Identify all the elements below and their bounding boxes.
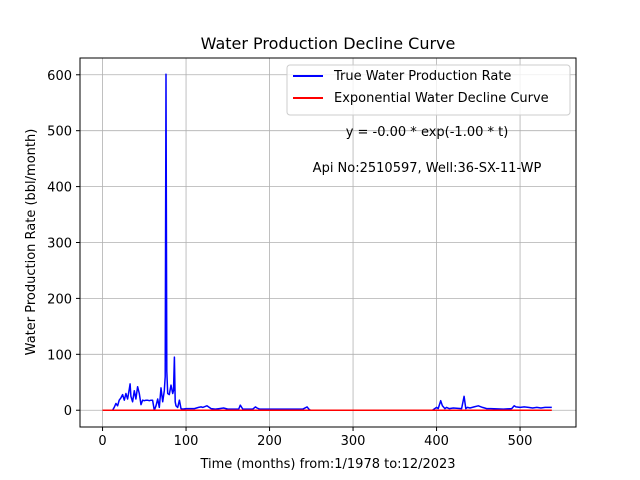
x-tick-label: 0 [98, 434, 106, 449]
equation-annotation: y = -0.00 * exp(-1.00 * t) [346, 125, 509, 140]
y-tick-label: 600 [47, 69, 72, 84]
y-tick-label: 400 [47, 181, 72, 196]
x-axis-label: Time (months) from:1/1978 to:12/2023 [199, 457, 455, 472]
y-tick-label: 200 [47, 292, 72, 307]
x-tick-label: 300 [341, 434, 366, 449]
x-tick-label: 200 [257, 434, 282, 449]
y-tick-label: 100 [47, 348, 72, 363]
x-tick-label: 500 [508, 434, 533, 449]
true-water-production-rate-line [102, 73, 552, 411]
y-tick-label: 500 [47, 125, 72, 140]
legend: True Water Production Rate Exponential W… [286, 64, 571, 116]
y-tick-label: 0 [64, 404, 72, 419]
grid-lines [80, 58, 576, 427]
x-tick-label: 100 [174, 434, 199, 449]
y-axis-label: Water Production Rate (bbl/month) [24, 129, 39, 356]
y-tick-label: 300 [47, 237, 72, 252]
well-annotation: Api No:2510597, Well:36-SX-11-WP [313, 161, 542, 176]
x-tick-label: 400 [424, 434, 449, 449]
axis-ticks: 0 100 200 300 400 500 0 100 200 300 400 500 600 [47, 69, 532, 449]
chart-title: Water Production Decline Curve [201, 34, 456, 53]
plot-series [102, 73, 552, 411]
legend-box [286, 64, 571, 116]
legend-label-decline-curve: Exponential Water Decline Curve [334, 91, 549, 106]
legend-label-true-rate: True Water Production Rate [333, 69, 511, 84]
